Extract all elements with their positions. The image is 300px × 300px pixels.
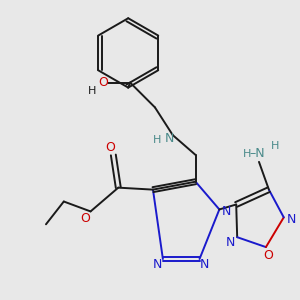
Text: H: H (88, 85, 97, 96)
Text: O: O (105, 140, 115, 154)
Text: N: N (222, 205, 231, 218)
Text: O: O (98, 76, 108, 89)
Text: N: N (165, 132, 175, 145)
Text: N: N (287, 213, 296, 226)
Text: O: O (263, 248, 273, 262)
Text: N: N (226, 236, 235, 249)
Text: N: N (200, 258, 209, 272)
Text: –N: –N (249, 148, 265, 160)
Text: H: H (153, 135, 161, 145)
Text: H: H (243, 149, 251, 159)
Text: O: O (81, 212, 91, 225)
Text: N: N (153, 258, 163, 272)
Text: H: H (271, 141, 279, 151)
